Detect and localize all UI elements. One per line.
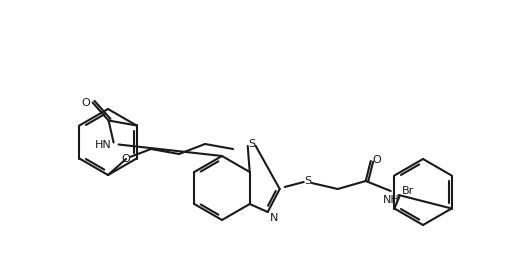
Text: O: O	[81, 99, 90, 109]
Text: NH: NH	[383, 195, 400, 205]
Text: O: O	[121, 154, 130, 164]
Text: N: N	[270, 213, 278, 223]
Text: S: S	[248, 139, 255, 149]
Text: HN: HN	[95, 140, 112, 150]
Text: Br: Br	[402, 186, 414, 196]
Text: O: O	[373, 155, 381, 165]
Text: S: S	[304, 176, 311, 186]
